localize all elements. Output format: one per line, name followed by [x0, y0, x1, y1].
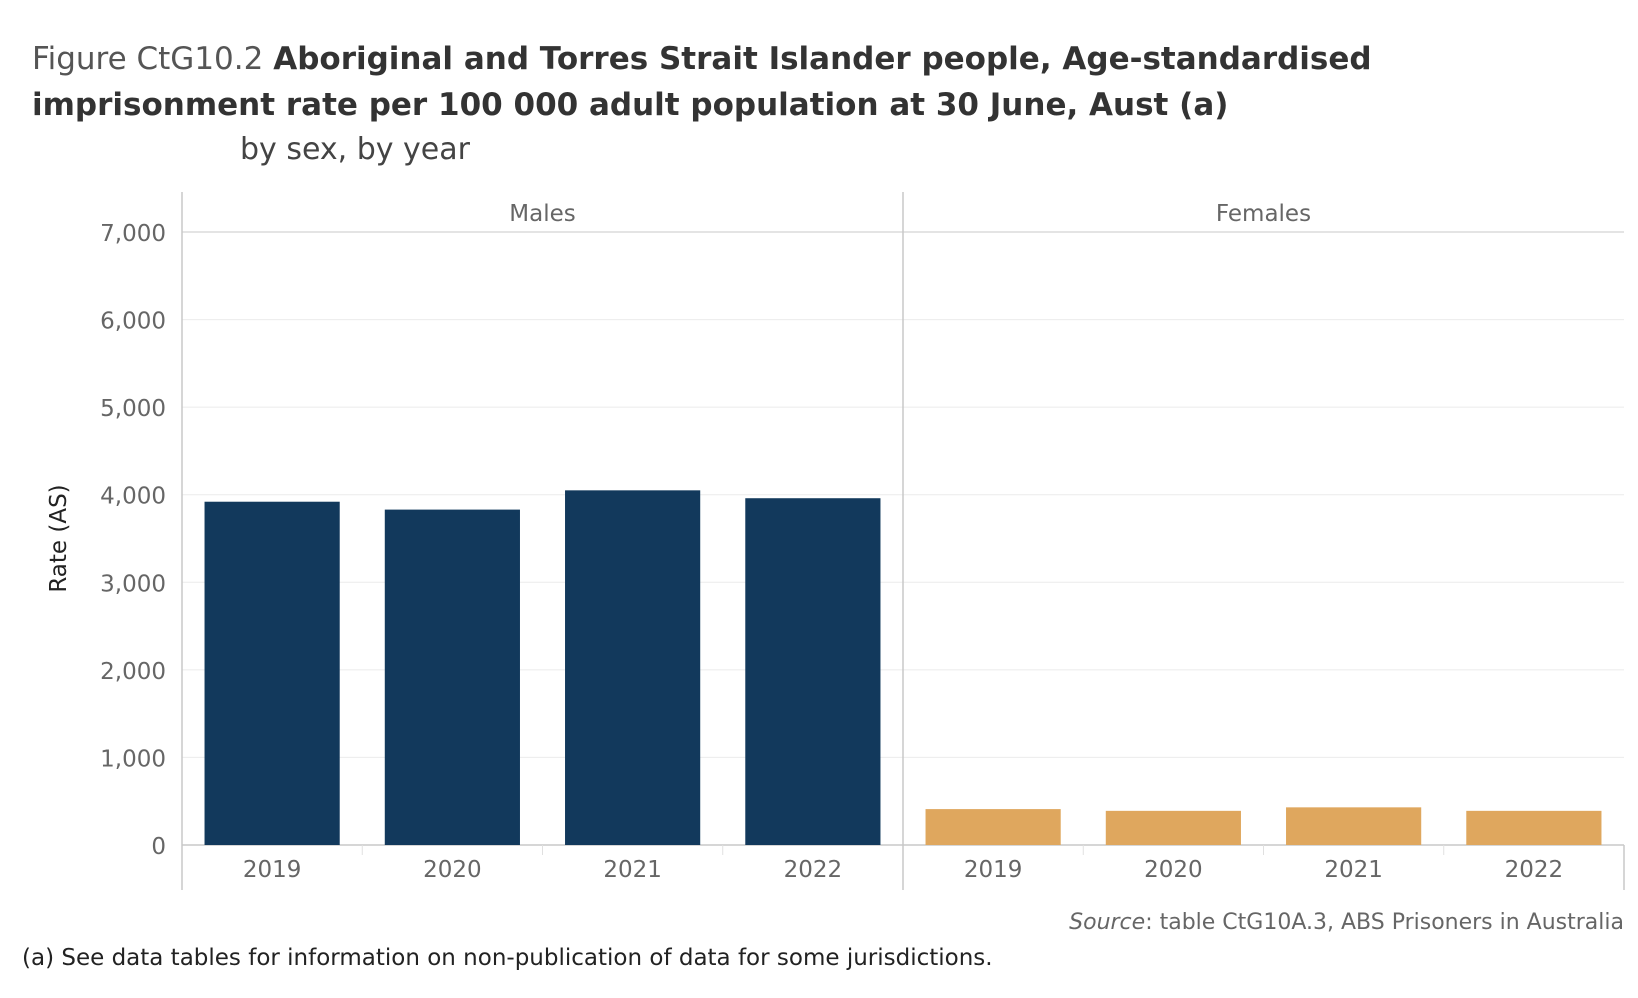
- panel-header: Females: [1216, 201, 1311, 227]
- x-tick-label: 2021: [603, 857, 662, 883]
- chart-title: Figure CtG10.2 Aboriginal and Torres Str…: [32, 36, 1592, 128]
- panel-header: Males: [509, 201, 575, 227]
- bar-females-2020: [1105, 810, 1241, 845]
- bar-females-2022: [1466, 810, 1602, 845]
- x-tick-label: 2020: [423, 857, 482, 883]
- figure-number: Figure CtG10.2: [32, 41, 264, 77]
- y-axis-label: Rate (AS): [46, 484, 72, 592]
- bar-males-2021: [565, 490, 701, 845]
- bar-males-2019: [204, 501, 340, 845]
- x-tick-label: 2022: [1505, 857, 1564, 883]
- source-text: : table CtG10A.3, ABS Prisoners in Austr…: [1145, 910, 1624, 935]
- source-label: Source: [1069, 910, 1146, 935]
- y-tick-label: 6,000: [100, 309, 166, 335]
- y-tick-label: 1,000: [100, 746, 166, 772]
- x-tick-label: 2019: [243, 857, 302, 883]
- x-tick-label: 2020: [1144, 857, 1203, 883]
- bar-females-2021: [1286, 807, 1422, 845]
- y-tick-label: 7,000: [100, 221, 166, 247]
- y-tick-label: 5,000: [100, 396, 166, 422]
- bar-females-2019: [925, 809, 1061, 845]
- chart-subtitle: by sex, by year: [240, 132, 470, 167]
- y-tick-label: 3,000: [100, 571, 166, 597]
- bar-males-2020: [384, 509, 520, 845]
- bar-males-2022: [745, 498, 881, 845]
- y-tick-label: 2,000: [100, 659, 166, 685]
- footnote: (a) See data tables for information on n…: [22, 945, 993, 971]
- x-tick-label: 2021: [1324, 857, 1383, 883]
- x-tick-label: 2022: [784, 857, 843, 883]
- source-note: Source: table CtG10A.3, ABS Prisoners in…: [1069, 910, 1624, 935]
- y-tick-label: 0: [151, 834, 166, 860]
- x-tick-label: 2019: [964, 857, 1023, 883]
- y-tick-label: 4,000: [100, 484, 166, 510]
- figure-title: Aboriginal and Torres Strait Islander pe…: [32, 41, 1372, 123]
